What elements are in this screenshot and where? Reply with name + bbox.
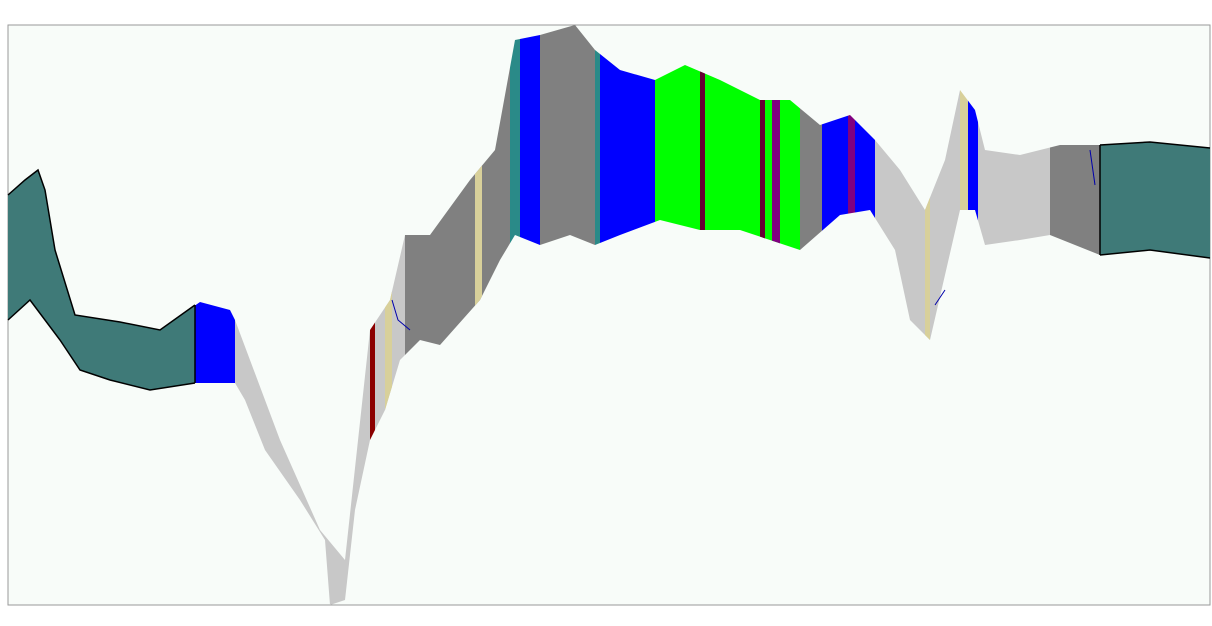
page (0, 0, 1212, 626)
section-view (0, 0, 1212, 626)
